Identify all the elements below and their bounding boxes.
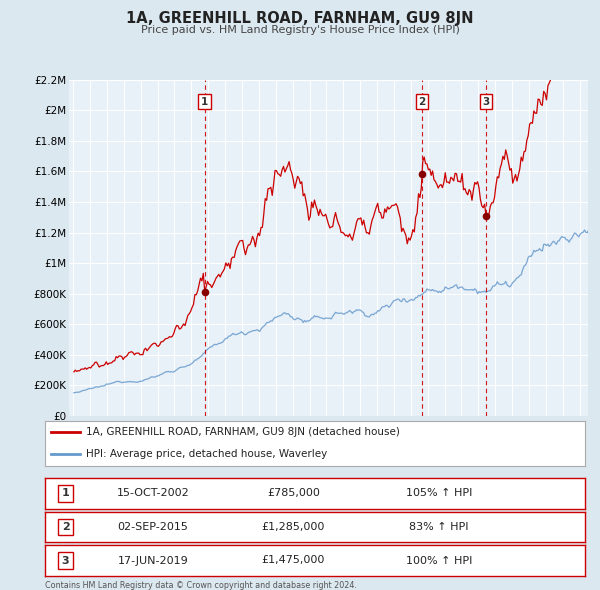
Text: 15-OCT-2002: 15-OCT-2002	[116, 489, 190, 498]
Text: 1A, GREENHILL ROAD, FARNHAM, GU9 8JN (detached house): 1A, GREENHILL ROAD, FARNHAM, GU9 8JN (de…	[86, 428, 400, 437]
Text: 100% ↑ HPI: 100% ↑ HPI	[406, 556, 472, 565]
Text: 3: 3	[482, 97, 490, 107]
Text: 2: 2	[418, 97, 426, 107]
Text: 17-JUN-2019: 17-JUN-2019	[118, 556, 188, 565]
Text: Price paid vs. HM Land Registry's House Price Index (HPI): Price paid vs. HM Land Registry's House …	[140, 25, 460, 35]
Text: 105% ↑ HPI: 105% ↑ HPI	[406, 489, 472, 498]
Text: £1,285,000: £1,285,000	[262, 522, 325, 532]
Text: £785,000: £785,000	[267, 489, 320, 498]
Text: HPI: Average price, detached house, Waverley: HPI: Average price, detached house, Wave…	[86, 450, 327, 460]
Text: 1A, GREENHILL ROAD, FARNHAM, GU9 8JN: 1A, GREENHILL ROAD, FARNHAM, GU9 8JN	[126, 11, 474, 25]
Text: Contains HM Land Registry data © Crown copyright and database right 2024.: Contains HM Land Registry data © Crown c…	[45, 581, 357, 589]
Text: 2: 2	[62, 522, 70, 532]
Text: 1: 1	[62, 489, 70, 498]
Text: 83% ↑ HPI: 83% ↑ HPI	[409, 522, 469, 532]
Text: 1: 1	[201, 97, 208, 107]
Text: 3: 3	[62, 556, 70, 565]
Text: £1,475,000: £1,475,000	[262, 556, 325, 565]
Text: 02-SEP-2015: 02-SEP-2015	[118, 522, 188, 532]
